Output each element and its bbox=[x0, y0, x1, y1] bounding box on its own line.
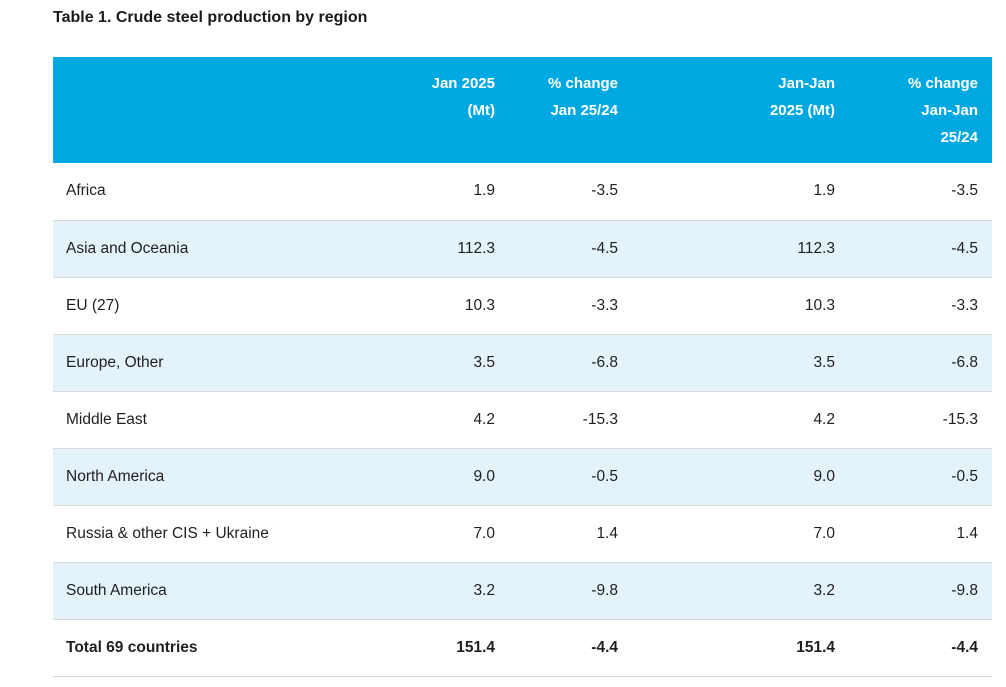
jan-change-value: -3.3 bbox=[509, 277, 632, 335]
table-body: Africa 1.9 -3.5 1.9 -3.5 Asia and Oceani… bbox=[53, 163, 992, 677]
jan-mt-value: 3.5 bbox=[350, 334, 509, 392]
total-jan-change-value: -4.4 bbox=[509, 619, 632, 677]
janjan-change-value: -3.3 bbox=[849, 277, 992, 335]
jan-change-value: -6.8 bbox=[509, 334, 632, 392]
table-row: Europe, Other 3.5 -6.8 3.5 -6.8 bbox=[53, 334, 992, 392]
header-jan-2025-mt: Jan 2025 (Mt) bbox=[350, 57, 509, 163]
jan-change-value: -15.3 bbox=[509, 391, 632, 449]
table-row: Asia and Oceania 112.3 -4.5 112.3 -4.5 bbox=[53, 220, 992, 278]
janjan-mt-value: 4.2 bbox=[632, 391, 849, 449]
header-region bbox=[53, 57, 350, 163]
region-label: North America bbox=[53, 448, 350, 506]
jan-mt-value: 3.2 bbox=[350, 562, 509, 620]
table-row: EU (27) 10.3 -3.3 10.3 -3.3 bbox=[53, 277, 992, 335]
crude-steel-production-table: Jan 2025 (Mt) % change Jan 25/24 Jan-Jan… bbox=[53, 57, 992, 677]
janjan-change-value: -4.5 bbox=[849, 220, 992, 278]
janjan-change-value: -0.5 bbox=[849, 448, 992, 506]
janjan-change-value: -3.5 bbox=[849, 163, 992, 221]
header-row: Jan 2025 (Mt) % change Jan 25/24 Jan-Jan… bbox=[53, 57, 992, 163]
jan-change-value: 1.4 bbox=[509, 505, 632, 563]
jan-mt-value: 1.9 bbox=[350, 163, 509, 221]
region-label: Russia & other CIS + Ukraine bbox=[53, 505, 350, 563]
jan-mt-value: 10.3 bbox=[350, 277, 509, 335]
jan-change-value: -3.5 bbox=[509, 163, 632, 221]
janjan-mt-value: 3.5 bbox=[632, 334, 849, 392]
janjan-mt-value: 112.3 bbox=[632, 220, 849, 278]
header-jan-jan-2025-mt: Jan-Jan 2025 (Mt) bbox=[632, 57, 849, 163]
janjan-change-value: -6.8 bbox=[849, 334, 992, 392]
janjan-mt-value: 1.9 bbox=[632, 163, 849, 221]
jan-change-value: -9.8 bbox=[509, 562, 632, 620]
janjan-mt-value: 7.0 bbox=[632, 505, 849, 563]
jan-mt-value: 9.0 bbox=[350, 448, 509, 506]
header-pct-change-jan: % change Jan 25/24 bbox=[509, 57, 632, 163]
table-row: North America 9.0 -0.5 9.0 -0.5 bbox=[53, 448, 992, 506]
region-label: Asia and Oceania bbox=[53, 220, 350, 278]
region-label: EU (27) bbox=[53, 277, 350, 335]
total-janjan-change-value: -4.4 bbox=[849, 619, 992, 677]
total-label: Total 69 countries bbox=[53, 619, 350, 677]
jan-mt-value: 7.0 bbox=[350, 505, 509, 563]
jan-mt-value: 112.3 bbox=[350, 220, 509, 278]
table-row: Africa 1.9 -3.5 1.9 -3.5 bbox=[53, 163, 992, 221]
janjan-mt-value: 9.0 bbox=[632, 448, 849, 506]
jan-change-value: -0.5 bbox=[509, 448, 632, 506]
janjan-change-value: -9.8 bbox=[849, 562, 992, 620]
region-label: South America bbox=[53, 562, 350, 620]
table-row: South America 3.2 -9.8 3.2 -9.8 bbox=[53, 562, 992, 620]
table-header: Jan 2025 (Mt) % change Jan 25/24 Jan-Jan… bbox=[53, 57, 992, 163]
region-label: Middle East bbox=[53, 391, 350, 449]
header-pct-change-jan-jan: % change Jan-Jan 25/24 bbox=[849, 57, 992, 163]
total-jan-mt-value: 151.4 bbox=[350, 619, 509, 677]
janjan-mt-value: 10.3 bbox=[632, 277, 849, 335]
region-label: Europe, Other bbox=[53, 334, 350, 392]
janjan-change-value: -15.3 bbox=[849, 391, 992, 449]
table-title: Table 1. Crude steel production by regio… bbox=[53, 9, 368, 26]
table-row: Middle East 4.2 -15.3 4.2 -15.3 bbox=[53, 391, 992, 449]
region-label: Africa bbox=[53, 163, 350, 221]
table-row: Russia & other CIS + Ukraine 7.0 1.4 7.0… bbox=[53, 505, 992, 563]
total-row: Total 69 countries 151.4 -4.4 151.4 -4.4 bbox=[53, 619, 992, 677]
total-janjan-mt-value: 151.4 bbox=[632, 619, 849, 677]
janjan-change-value: 1.4 bbox=[849, 505, 992, 563]
janjan-mt-value: 3.2 bbox=[632, 562, 849, 620]
jan-change-value: -4.5 bbox=[509, 220, 632, 278]
jan-mt-value: 4.2 bbox=[350, 391, 509, 449]
